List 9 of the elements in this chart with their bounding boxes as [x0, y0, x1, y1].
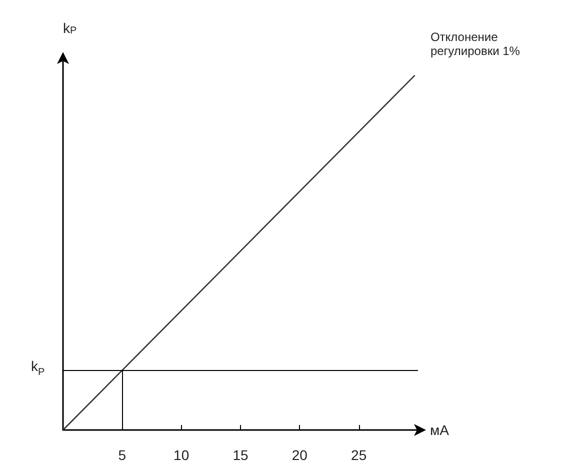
x-axis-title: мА — [430, 422, 450, 438]
x-tick-label: 20 — [292, 447, 308, 463]
x-tick-label: 10 — [174, 447, 190, 463]
x-tick-label: 25 — [351, 447, 367, 463]
y-axis-title: kP — [63, 20, 77, 36]
annotation: Отклонение регулировки 1% — [430, 30, 521, 58]
x-tick-label: 15 — [232, 447, 248, 463]
x-tick-label: 5 — [118, 447, 126, 463]
ref-line-label: k$_{P}$ — [31, 358, 45, 380]
